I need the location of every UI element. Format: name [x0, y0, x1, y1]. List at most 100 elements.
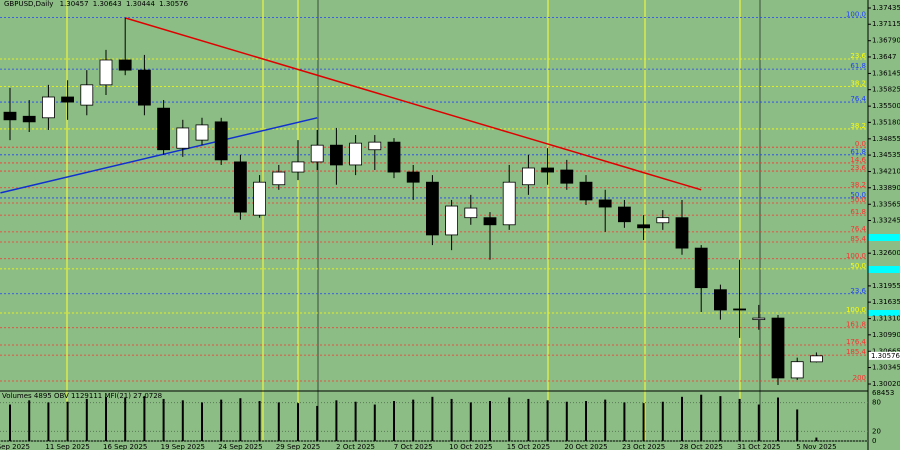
candle-body: [714, 289, 727, 311]
y-tick-label: 1.33890: [872, 184, 900, 192]
candle-body: [118, 59, 132, 71]
indicator-tick-label: 80: [872, 399, 881, 407]
y-tick-label: 1.30345: [872, 364, 900, 372]
candle-body: [790, 361, 804, 379]
candle-body: [214, 121, 228, 161]
candle-body: [3, 111, 17, 121]
candle-body: [733, 308, 746, 311]
x-tick-label: 16 Sep 2025: [103, 443, 147, 450]
y-tick-label: 1.33245: [872, 216, 900, 224]
ohlc-close: 1.30576: [159, 0, 188, 8]
x-tick-label: 8 Sep 2025: [0, 443, 30, 450]
candle-body: [618, 206, 631, 223]
candle-body: [22, 115, 36, 123]
candle-body: [598, 199, 612, 208]
candle-body: [310, 144, 324, 163]
level-label: 76.4: [850, 95, 866, 103]
candle-body: [253, 181, 267, 216]
volume-max-label: 68453: [872, 389, 894, 397]
x-tick-label: 7 Oct 2025: [394, 443, 433, 450]
y-tick-label: 1.30990: [872, 331, 900, 339]
trendline: [124, 17, 702, 191]
level-label: 61.8: [850, 62, 866, 70]
time-cycle-lines: [66, 0, 761, 441]
level-label: 76.4: [850, 225, 866, 233]
candle-body: [195, 124, 209, 141]
ohlc-high: 1.30643: [93, 0, 122, 8]
trendline: [0, 117, 318, 194]
candle-body: [61, 96, 74, 103]
level-label: 200: [853, 374, 866, 382]
candle-body: [137, 69, 151, 106]
y-tick-label: 1.31310: [872, 315, 900, 323]
current-price-box: [869, 351, 900, 360]
level-label: 38.2: [850, 122, 866, 130]
candle-body: [157, 107, 171, 151]
chart-header: GBPUSD,Daily 1.30457 1.30643 1.30444 1.3…: [4, 0, 189, 8]
y-tick-label: 1.33565: [872, 200, 900, 208]
level-label: 85.4: [850, 235, 866, 243]
candle-body: [522, 167, 535, 186]
level-label: 176.4: [846, 338, 867, 346]
x-tick-label: 11 Sep 2025: [45, 443, 89, 450]
candle-body: [810, 355, 823, 363]
candle-body: [80, 84, 94, 106]
ohlc-open: 1.30457: [60, 0, 89, 8]
candle-body: [406, 171, 420, 183]
x-tick-label: 29 Sep 2025: [276, 443, 320, 450]
candle-body: [99, 59, 113, 86]
x-tick-label: 10 Oct 2025: [449, 443, 492, 450]
y-tick-label: 1.34535: [872, 151, 900, 159]
level-label: 38.2: [850, 181, 866, 189]
candle-body: [752, 317, 766, 321]
candle-body: [771, 317, 785, 379]
y-tick-label: 1.37115: [872, 20, 900, 28]
level-label: 100.0: [846, 306, 866, 314]
level-label: 14.6: [850, 156, 866, 164]
y-tick-label: 1.34210: [872, 168, 900, 176]
candle-body: [445, 205, 459, 236]
candle-body: [560, 169, 574, 184]
indicator-tick-label: 0: [872, 437, 876, 445]
level-label: 50.0: [850, 191, 866, 199]
candle-body: [541, 167, 554, 173]
level-label: 23.6: [850, 164, 866, 172]
x-tick-label: 23 Oct 2025: [622, 443, 665, 450]
candle-body: [291, 161, 305, 173]
candle-body: [272, 171, 286, 186]
y-tick-label: 1.36145: [872, 69, 900, 77]
level-label: 23.6: [850, 287, 866, 295]
y-tick-label: 1.34855: [872, 135, 900, 143]
axis-highlights: [868, 234, 900, 316]
level-label: 61.8: [850, 208, 866, 216]
y-tick-label: 1.30020: [872, 380, 900, 388]
x-tick-label: 2 Oct 2025: [336, 443, 375, 450]
candle-body: [483, 217, 497, 226]
level-label: 50.0: [850, 196, 866, 204]
level-label: 23.6: [850, 52, 866, 60]
x-tick-label: 24 Sep 2025: [218, 443, 262, 450]
y-tick-label: 1.36790: [872, 37, 900, 45]
x-tick-label: 31 Oct 2025: [737, 443, 780, 450]
candle-body: [425, 181, 439, 236]
candle-body: [579, 181, 593, 201]
y-tick-label: 1.35825: [872, 86, 900, 94]
x-tick-label: 5 Nov 2025: [796, 443, 836, 450]
indicator-title: Volumes 4895 OBV 1129111 MFI(21) 27.0728: [2, 392, 162, 400]
candle-body: [675, 217, 689, 249]
candle-body: [176, 127, 190, 149]
candle-body: [464, 207, 478, 219]
y-tick-label: 1.31635: [872, 298, 900, 306]
level-label: 100.0: [846, 252, 866, 260]
candle-body: [387, 141, 401, 173]
indicator-tick-label: 20: [872, 427, 881, 435]
y-tick-label: 1.3647: [872, 53, 897, 61]
level-label: 38.2: [850, 79, 866, 87]
candle-body: [349, 142, 363, 166]
level-label: 100.0: [846, 10, 866, 18]
candle-body: [368, 141, 382, 151]
level-label: 0.0: [855, 140, 866, 148]
candle-body: [637, 224, 650, 229]
y-tick-label: 1.32600: [872, 249, 900, 257]
